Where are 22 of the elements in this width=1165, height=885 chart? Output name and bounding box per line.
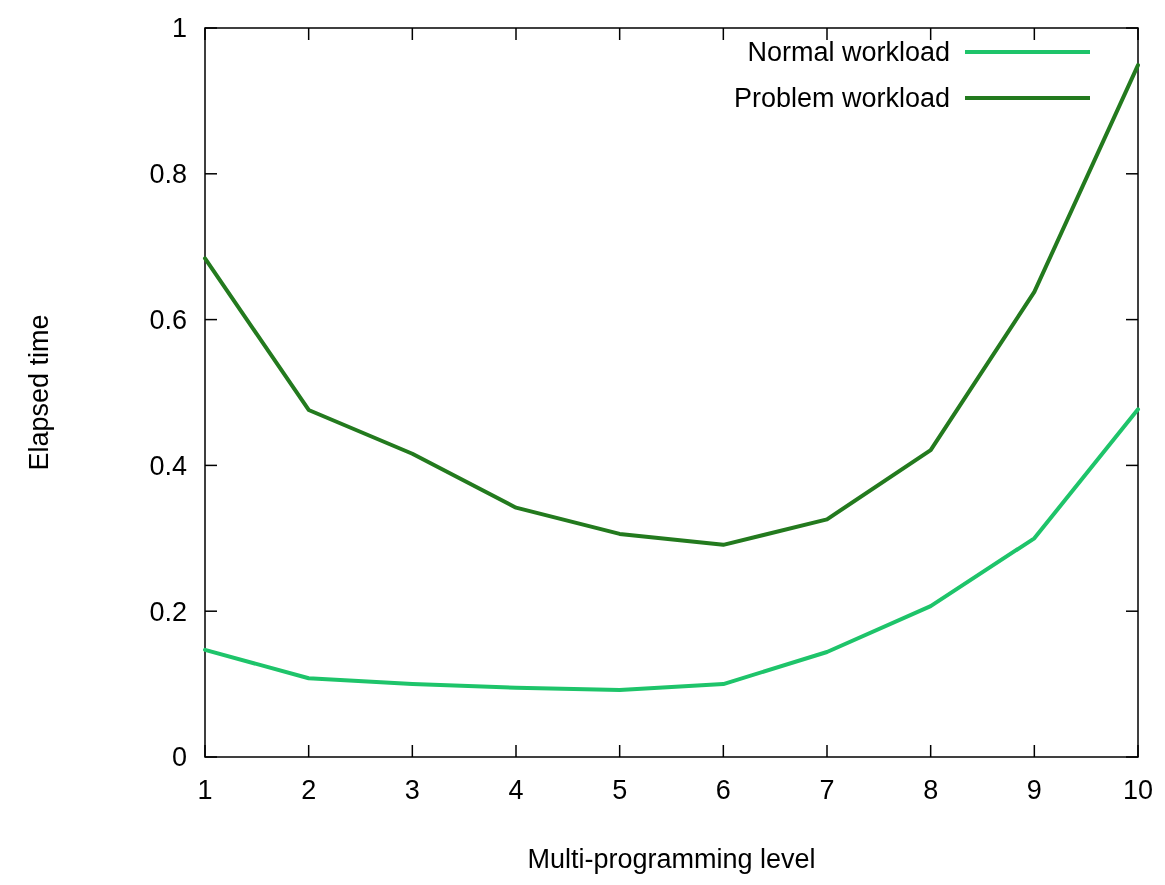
x-tick-label: 2 bbox=[301, 775, 317, 805]
x-tick-label: 10 bbox=[1122, 775, 1154, 805]
line-series bbox=[203, 63, 1140, 547]
legend-label: Problem workload bbox=[733, 83, 950, 114]
x-tick-label: 9 bbox=[1026, 775, 1042, 805]
y-tick-label: 0.8 bbox=[149, 159, 187, 190]
legend-label: Normal workload bbox=[747, 37, 950, 68]
y-tick-label: 0.2 bbox=[149, 596, 187, 627]
y-tick-label: 0 bbox=[171, 742, 187, 773]
x-tick-label: 1 bbox=[197, 775, 213, 805]
y-tick-label: 0.6 bbox=[149, 305, 187, 336]
x-axis-title: Multi-programming level bbox=[527, 844, 816, 874]
y-axis-title: Elapsed time bbox=[24, 314, 54, 471]
x-tick-label: 6 bbox=[715, 775, 731, 805]
x-tick-label: 3 bbox=[404, 775, 420, 805]
x-tick-label: 7 bbox=[819, 775, 835, 805]
x-tick-label: 5 bbox=[612, 775, 628, 805]
y-tick-label: 1 bbox=[171, 13, 187, 44]
line-series bbox=[203, 407, 1140, 692]
x-tick-label: 4 bbox=[508, 775, 524, 805]
y-tick-label: 0.4 bbox=[149, 450, 187, 481]
x-tick-label: 8 bbox=[923, 775, 939, 805]
